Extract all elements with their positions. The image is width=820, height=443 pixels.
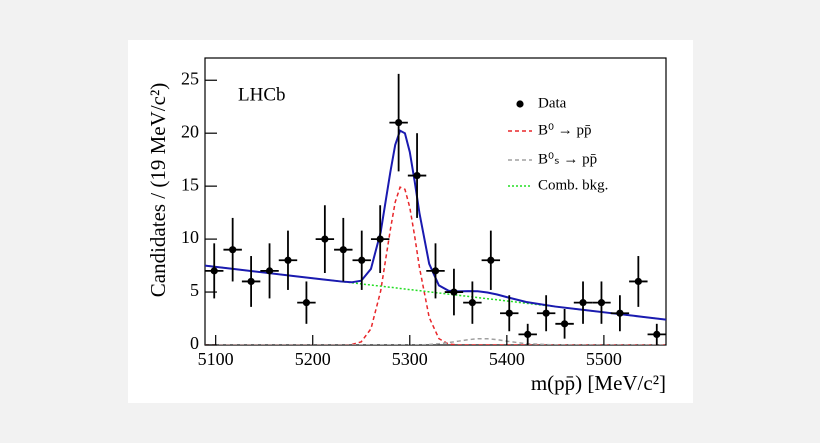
data-point <box>413 171 421 180</box>
data-point <box>395 119 403 127</box>
data-point <box>487 256 495 264</box>
data-point <box>265 267 274 275</box>
plot-frame <box>204 57 667 346</box>
legend-label: Data <box>538 95 567 111</box>
y-tick-label: 10 <box>181 227 199 247</box>
data-point <box>634 277 642 286</box>
y-axis-label: Candidates / (19 MeV/c²) <box>146 83 170 298</box>
fit-curve <box>205 186 666 345</box>
plot-data <box>205 73 666 345</box>
data-point <box>431 267 440 275</box>
data-point <box>524 330 532 339</box>
data-point <box>302 299 311 307</box>
data-point <box>579 299 587 307</box>
fit-curve <box>205 338 666 345</box>
legend-marker <box>516 100 524 108</box>
x-tick-label: 5400 <box>489 349 525 369</box>
x-tick-label: 5100 <box>198 349 234 369</box>
legend-label: Comb. bkg. <box>538 177 608 193</box>
data-point <box>505 309 513 317</box>
data-point <box>339 246 347 254</box>
data-point <box>247 277 255 286</box>
fit-curve <box>205 264 666 321</box>
x-tick-label: 5200 <box>295 349 331 369</box>
data-point <box>653 330 661 339</box>
data-point <box>376 235 384 243</box>
data-point <box>284 256 292 264</box>
legend-label: B⁰ₛ → pp̄ <box>538 151 597 167</box>
annotation: LHCb <box>238 84 286 105</box>
data-point <box>542 309 550 317</box>
data-point <box>468 299 476 307</box>
y-tick-label: 5 <box>190 280 199 300</box>
data-point <box>560 320 569 328</box>
data-point <box>616 309 624 317</box>
x-tick-label: 5300 <box>392 349 428 369</box>
data-point <box>321 235 329 243</box>
data-point <box>229 246 237 254</box>
data-point <box>597 299 606 307</box>
x-axis-label: m(pp̄) [MeV/c²] <box>531 371 666 395</box>
y-tick-label: 0 <box>190 333 199 353</box>
data-point <box>210 267 218 275</box>
y-tick-label: 15 <box>181 174 199 194</box>
data-point <box>358 256 366 264</box>
chart-background <box>128 40 693 403</box>
data-point <box>450 288 458 296</box>
y-tick-label: 25 <box>181 68 199 88</box>
x-tick-label: 5500 <box>586 349 622 369</box>
legend-label: B⁰ → pp̄ <box>538 122 592 138</box>
y-tick-label: 20 <box>181 121 199 141</box>
